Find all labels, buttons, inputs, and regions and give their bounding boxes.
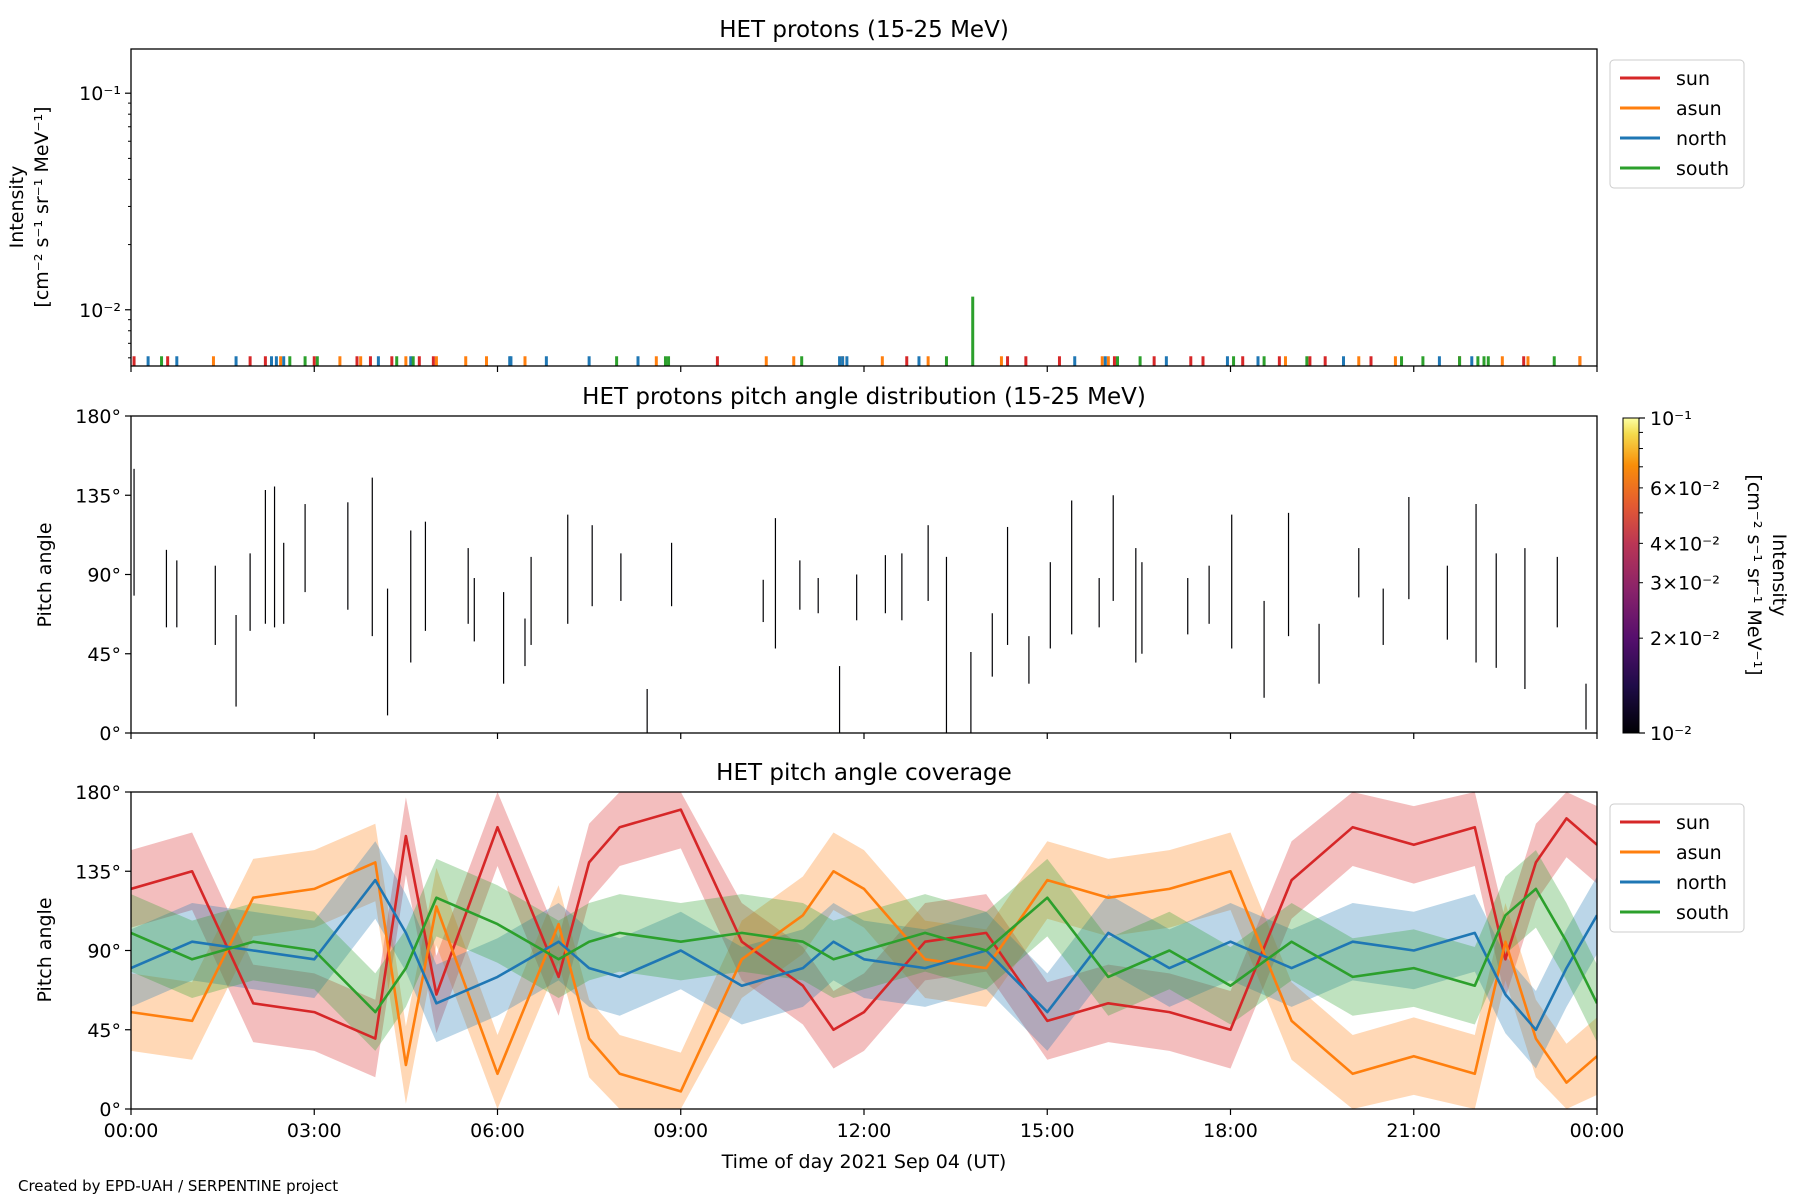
legend-label-north: north [1676,872,1727,894]
panel3-frame [130,791,1598,1110]
panel3-ylabel: Pitch angle [34,897,56,1002]
panel2-x-ticks [130,733,1598,739]
colorbar-minor-label: 3×10⁻² [1650,573,1720,595]
y-tick-label: 10⁻¹ [79,83,121,105]
panel-intensity: HET protons (15-25 MeV) Intensity [cm⁻² … [6,17,1745,372]
legend-label-sun: sun [1676,68,1710,90]
y-tick-label: 0° [99,1099,121,1121]
x-tick-label: 00:00 [104,1120,159,1142]
legend-label-north: north [1676,128,1727,150]
panel2-frame [130,415,1598,734]
legend-label-south: south [1676,158,1729,180]
legend-label-south: south [1676,902,1729,924]
coverage-line-south [131,887,1597,1014]
panel3-series [131,792,1597,1109]
x-axis-label: Time of day 2021 Sep 04 (UT) [721,1151,1007,1173]
y-tick-label: 90° [87,565,121,587]
legend-label-asun: asun [1676,842,1722,864]
x-tick-label: 12:00 [837,1120,892,1142]
y-tick-label: 90° [87,941,121,963]
panel1-ylabel-line1: Intensity [6,166,28,249]
x-tick-label: 03:00 [287,1120,342,1142]
colorbar-label-line2: [cm⁻² s⁻¹ sr⁻¹ MeV⁻¹] [1743,474,1765,675]
legend-label-asun: asun [1676,98,1722,120]
panel-coverage: HET pitch angle coverage Pitch angle 0° 4… [34,760,1745,1173]
coverage-line-north [131,878,1597,1032]
x-tick-label: 09:00 [653,1120,708,1142]
colorbar-minor-label: 6×10⁻² [1650,478,1720,500]
y-tick-label: 180° [75,406,121,428]
legend-box [1609,803,1745,933]
panel1-frame [130,48,1598,367]
legend-label-sun: sun [1676,812,1710,834]
colorbar-minor-label: 2×10⁻² [1650,628,1720,650]
panel2-title: HET protons pitch angle distribution (15… [582,384,1146,410]
panel3-y-ticks: 0° 45° 90° 135° 180° [75,782,131,1121]
panel-pitch-distribution: HET protons pitch angle distribution (15… [34,384,1790,745]
x-tick-label: 21:00 [1386,1120,1441,1142]
colorbar-major-label: 10⁻¹ [1650,408,1692,430]
x-tick-label: 18:00 [1203,1120,1258,1142]
colorbar-minor-label: 4×10⁻² [1650,533,1720,555]
panel2-ylabel: Pitch angle [34,522,56,627]
panel1-ylabel-line2: [cm⁻² s⁻¹ sr⁻¹ MeV⁻¹] [31,106,53,307]
coverage-line-asun [131,861,1597,1093]
panel1-y-ticks: 10⁻² 10⁻¹ [79,83,131,359]
colorbar-major-label: 10⁻² [1650,723,1692,745]
x-tick-label: 06:00 [470,1120,525,1142]
coverage-band-north [131,841,1597,1069]
panel2-y-ticks: 0° 45° 90° 135° 180° [75,406,131,745]
footer-credit: Created by EPD-UAH / SERPENTINE project [18,1177,339,1195]
colorbar [1622,417,1640,734]
y-tick-label: 135° [75,485,121,507]
coverage-line-sun [131,808,1597,1040]
panel3-title: HET pitch angle coverage [716,760,1012,786]
panel1-title: HET protons (15-25 MeV) [719,17,1009,43]
legend-box [1609,59,1745,189]
panel1-x-ticks [130,366,1598,372]
panel3-x-ticks: 00:00 03:00 06:00 09:00 12:00 15:00 18:00 21:00… [104,1109,1625,1142]
panel1-bars [132,296,1582,366]
colorbar-ticks: 10⁻² 10⁻¹ 2×10⁻² 3×10⁻² 4×10⁻² 6×10⁻² [1639,408,1720,745]
y-tick-label: 0° [99,723,121,745]
x-tick-label: 15:00 [1020,1120,1075,1142]
y-tick-label: 45° [87,644,121,666]
panel3-legend: sun asun north south [1609,803,1745,933]
y-tick-label: 10⁻² [79,300,121,322]
panel2-segments [133,468,1587,733]
coverage-band-sun [131,792,1597,1078]
y-tick-label: 45° [87,1020,121,1042]
panel1-legend: sun asun north south [1609,59,1745,189]
coverage-band-asun [131,823,1597,1109]
y-tick-label: 135° [75,861,121,883]
colorbar-label-line1: Intensity [1768,534,1790,617]
y-tick-label: 180° [75,782,121,804]
x-tick-label: 00:00 [1570,1120,1625,1142]
